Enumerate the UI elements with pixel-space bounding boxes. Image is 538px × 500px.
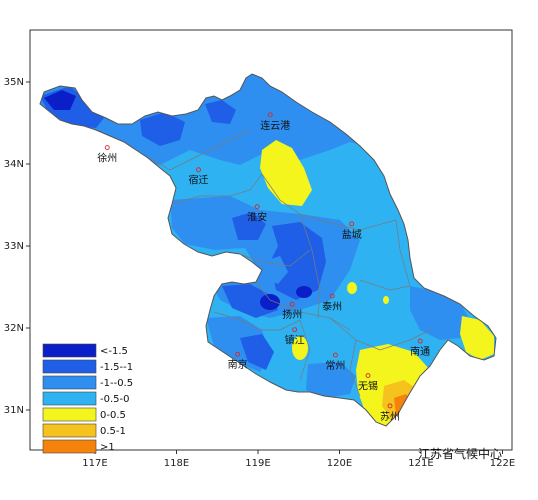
city-marker	[196, 167, 201, 173]
legend-label: >1	[100, 442, 115, 453]
nanjing-patch	[240, 334, 274, 370]
city-label: 宿迁	[189, 174, 209, 187]
city-label: 南京	[228, 358, 248, 371]
legend-label: -0.5-0	[100, 394, 129, 405]
east-band	[410, 286, 470, 340]
city-label: 盐城	[342, 228, 362, 241]
city-marker	[365, 373, 371, 379]
legend-swatch	[42, 375, 97, 390]
y-tick-label: 32N	[4, 323, 24, 334]
city-marker	[254, 204, 260, 210]
legend-swatch	[42, 423, 97, 438]
north-patch-2	[205, 100, 236, 124]
y-tick-label: 35N	[4, 77, 24, 88]
x-tick-label: 121E	[408, 458, 433, 469]
city-label: 常州	[325, 359, 345, 372]
legend-label: -1.5--1	[100, 362, 133, 373]
yangzhou-core	[260, 294, 280, 310]
x-tick-label: 120E	[327, 458, 352, 469]
legend-swatch	[42, 359, 97, 374]
city-marker	[267, 112, 273, 118]
y-tick-label: 34N	[4, 159, 24, 170]
city-marker	[387, 403, 393, 409]
southeast-band	[306, 362, 356, 398]
legend-label: <-1.5	[100, 346, 128, 357]
legend-label: 0.5-1	[100, 426, 126, 437]
city-label: 镇江	[285, 334, 305, 347]
city-marker	[235, 351, 241, 357]
city-label: 淮安	[247, 211, 267, 224]
city-marker	[292, 327, 298, 333]
x-axis: 117E 118E 119E 120E 121E 122E	[82, 450, 515, 469]
x-tick-label: 119E	[245, 458, 270, 469]
city-marker	[417, 338, 423, 344]
x-tick-label: 117E	[82, 458, 107, 469]
legend-swatch	[42, 439, 97, 454]
x-tick-label: 118E	[164, 458, 189, 469]
x-tick-label: 122E	[490, 458, 515, 469]
legend-label: -1--0.5	[100, 378, 133, 389]
small-yellow-2	[383, 296, 389, 304]
city-marker	[289, 301, 295, 307]
north-patch	[140, 112, 185, 146]
city-label: 徐州	[97, 152, 117, 165]
legend-label: 0-0.5	[100, 410, 126, 421]
legend-swatch	[42, 343, 97, 358]
nantong-yellow	[460, 316, 494, 360]
taizhou-core	[296, 286, 312, 298]
city-label: 泰州	[322, 300, 342, 313]
y-tick-label: 31N	[4, 405, 24, 416]
city-marker	[329, 293, 335, 299]
small-yellow-1	[347, 282, 357, 294]
y-axis: 35N 34N 33N 32N 31N	[4, 77, 30, 416]
legend-swatch	[42, 407, 97, 422]
credit-text: 江苏省气候中心	[418, 446, 502, 461]
y-tick-label: 33N	[4, 241, 24, 252]
city-marker	[349, 221, 355, 227]
legend: <-1.5 -1.5--1 -1--0.5 -0.5-0 0-0.5 0.5-1 >1	[42, 343, 133, 454]
city-marker	[332, 352, 338, 358]
huaian-patch	[232, 212, 266, 240]
city-label: 连云港	[260, 119, 290, 132]
central-dark	[270, 222, 326, 300]
legend-swatch	[42, 391, 97, 406]
city-marker	[104, 145, 110, 151]
city-label: 无锡	[358, 380, 378, 393]
city-label: 南通	[410, 345, 430, 358]
northwest-patch	[44, 90, 76, 110]
city-label: 扬州	[282, 308, 302, 321]
zhenjiang-yellow	[292, 336, 308, 360]
city-label: 苏州	[380, 410, 400, 423]
city-boundaries	[149, 129, 431, 397]
